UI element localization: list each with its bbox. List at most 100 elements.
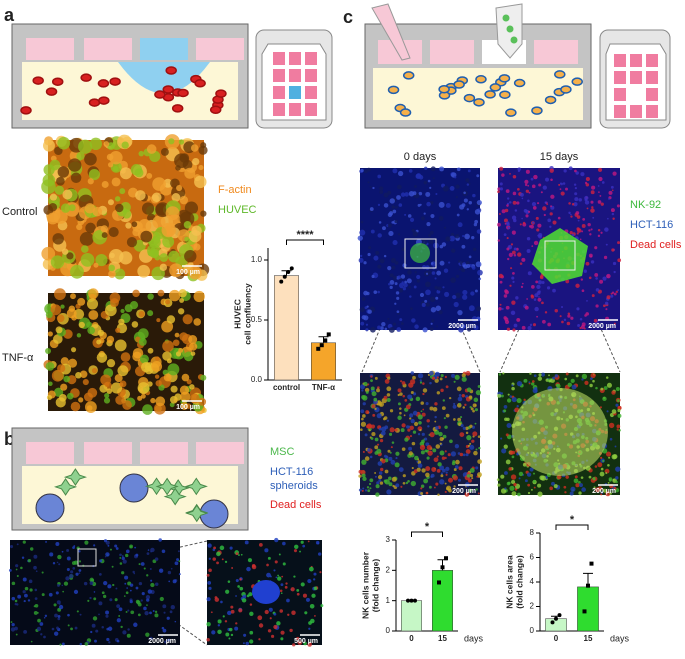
micrograph-texture (607, 481, 610, 484)
micrograph-texture (364, 489, 368, 492)
micrograph-texture (375, 492, 380, 497)
micrograph-texture (611, 212, 615, 216)
data-point (406, 598, 410, 603)
micrograph-texture (360, 220, 364, 224)
micrograph-texture (132, 570, 135, 574)
micrograph-texture (573, 202, 578, 207)
micrograph-texture (193, 290, 205, 303)
micrograph-texture (512, 280, 515, 284)
plate-well (614, 71, 626, 84)
micrograph-texture (591, 206, 594, 209)
micrograph-texture (172, 579, 177, 584)
micrograph-texture (166, 616, 170, 620)
micrograph-texture (154, 610, 158, 614)
micrograph-texture (103, 141, 110, 147)
micrograph-texture (509, 450, 514, 455)
micrograph-texture (578, 198, 582, 202)
micrograph-texture (16, 574, 19, 578)
micrograph-texture (440, 474, 444, 478)
micrograph-texture (413, 285, 417, 289)
micrograph-texture (303, 641, 307, 646)
cell-illustration (531, 106, 543, 115)
micrograph-texture (462, 289, 468, 295)
significance-bracket (286, 239, 324, 245)
micrograph-texture (398, 467, 404, 472)
micrograph-texture (600, 387, 604, 391)
legend-label: HCT-116 (630, 219, 673, 231)
micrograph-texture (125, 549, 130, 554)
micrograph-texture (309, 641, 312, 644)
micrograph-texture (461, 394, 465, 398)
micrograph-texture (239, 578, 242, 581)
micrograph-texture (439, 377, 443, 381)
micrograph-texture (188, 335, 198, 344)
micrograph-texture (400, 322, 404, 325)
micrograph-texture (473, 450, 478, 456)
micrograph-texture (63, 375, 71, 383)
micrograph-texture (594, 246, 598, 250)
significance-bracket (411, 531, 443, 537)
micrograph-texture (114, 544, 118, 548)
micrograph-texture (511, 386, 515, 391)
micrograph-texture (267, 556, 271, 560)
micrograph-texture (91, 367, 98, 374)
micrograph-texture (126, 237, 138, 248)
micrograph-texture (10, 627, 16, 632)
micrograph-texture (282, 562, 286, 566)
micrograph-texture (237, 585, 240, 588)
micrograph-texture (296, 636, 300, 641)
micrograph-texture (217, 629, 222, 635)
micrograph-texture (93, 591, 96, 593)
micrograph-texture (61, 550, 64, 553)
micrograph-texture (99, 559, 103, 563)
micrograph-texture (217, 624, 221, 627)
micrograph-texture (115, 327, 121, 333)
micrograph-texture (391, 221, 394, 224)
micrograph-texture (105, 614, 109, 618)
micrograph-texture (217, 619, 222, 624)
micrograph-texture (592, 476, 596, 481)
micrograph-texture (151, 192, 162, 203)
micrograph-texture (362, 487, 365, 490)
legend-label: Dead cells (630, 239, 682, 251)
micrograph-texture (146, 598, 150, 602)
micrograph-texture (67, 392, 74, 400)
micrograph-texture (528, 381, 531, 384)
micrograph-texture (152, 609, 155, 612)
micrograph-texture (536, 284, 541, 289)
micrograph-texture (264, 609, 269, 615)
cell-illustration (154, 90, 166, 99)
micrograph-texture (611, 189, 614, 192)
micrograph-texture (52, 562, 56, 565)
micrograph-texture (454, 176, 457, 179)
micrograph-texture (66, 568, 70, 572)
micrograph-texture (423, 212, 426, 215)
micrograph-texture (574, 197, 579, 202)
micrograph-texture (521, 325, 526, 330)
micrograph-texture (459, 432, 465, 438)
micrograph-texture (412, 375, 416, 380)
micrograph-texture (534, 293, 539, 298)
micrograph-texture (607, 217, 609, 220)
micrograph-texture (294, 544, 299, 550)
zoom-box (77, 548, 97, 567)
micrograph-texture (161, 222, 177, 238)
micrograph-texture (606, 382, 612, 388)
micrograph-texture (456, 293, 459, 296)
micrograph-texture (404, 437, 409, 442)
micrograph-texture (63, 581, 69, 586)
micrograph-texture (150, 550, 153, 553)
micrograph-texture (138, 328, 149, 339)
legend-label: NK-92 (630, 199, 661, 211)
y-axis-label: HUVEC (232, 299, 242, 329)
micrograph-texture (189, 393, 200, 404)
micrograph-texture (39, 622, 44, 626)
micrograph-texture (37, 618, 41, 623)
micrograph-texture (179, 298, 185, 303)
micrograph-texture (518, 471, 524, 477)
micrograph-texture (453, 418, 456, 421)
scale-bar-label: 2000 µm (448, 323, 476, 330)
micrograph-texture (503, 218, 508, 223)
micrograph-texture (526, 472, 532, 477)
micrograph-texture (417, 433, 421, 436)
